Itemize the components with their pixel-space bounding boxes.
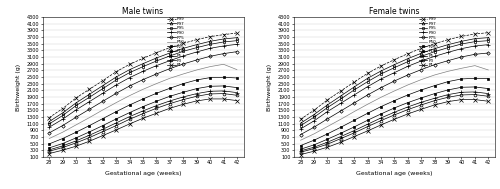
X-axis label: Gestational age (weeks): Gestational age (weeks)	[356, 171, 432, 176]
Y-axis label: Birthweight (g): Birthweight (g)	[268, 63, 272, 111]
Title: Male twins: Male twins	[122, 7, 164, 16]
Legend: P99, P97, P95, P90, P75, P50, P25, P10, P5, P3, P1: P99, P97, P95, P90, P75, P50, P25, P10, …	[167, 17, 184, 67]
X-axis label: Gestational age (weeks): Gestational age (weeks)	[105, 171, 182, 176]
Title: Female twins: Female twins	[369, 7, 420, 16]
Y-axis label: Birthweight (g): Birthweight (g)	[16, 63, 21, 111]
Legend: P99, P97, P95, P90, P75, P50, P25, P10, P5, P3, P1: P99, P97, P95, P90, P75, P50, P25, P10, …	[418, 17, 436, 67]
